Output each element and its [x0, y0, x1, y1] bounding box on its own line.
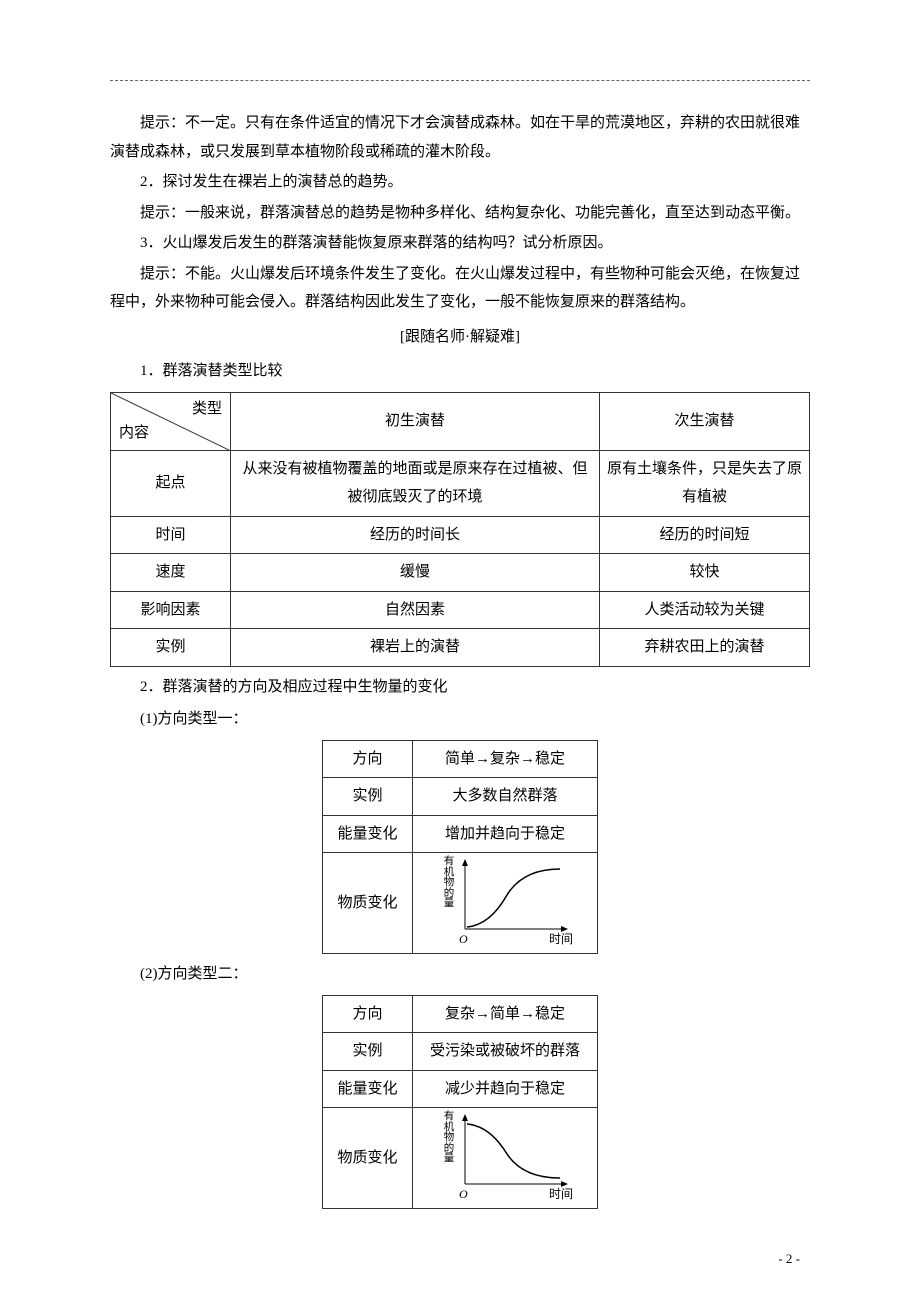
table-row: 物质变化 有机物的量 O 时间 [323, 853, 598, 954]
table-row: 起点 从来没有被植物覆盖的地面或是原来存在过植被、但被彻底毁灭了的环境 原有土壤… [111, 450, 810, 516]
cell-label: 实例 [323, 1033, 413, 1071]
cell: 人类活动较为关键 [600, 591, 810, 629]
cell-value: 受污染或被破坏的群落 [413, 1033, 598, 1071]
origin-label: O [459, 1183, 468, 1206]
table-row: 实例 受污染或被破坏的群落 [323, 1033, 598, 1071]
graph-cell-rise: 有机物的量 O 时间 [413, 853, 598, 954]
x-axis-label: 时间 [549, 928, 573, 951]
comparison-table: 类型 内容 初生演替 次生演替 起点 从来没有被植物覆盖的地面或是原来存在过植被… [110, 392, 810, 667]
paragraph-1: 提示：不一定。只有在条件适宜的情况下才会演替成森林。如在干旱的荒漠地区，弃耕的农… [110, 109, 810, 166]
cell-value: 复杂→简单→稳定 [413, 995, 598, 1033]
cell: 裸岩上的演替 [231, 629, 600, 667]
item-1-title: 1．群落演替类型比较 [110, 357, 810, 386]
cell: 原有土壤条件，只是失去了原有植被 [600, 450, 810, 516]
cell: 自然因素 [231, 591, 600, 629]
cell-label: 物质变化 [323, 1108, 413, 1209]
page-number: - 2 - [778, 1247, 800, 1272]
table-row: 能量变化 增加并趋向于稳定 [323, 815, 598, 853]
graph-cell-fall: 有机物的量 O 时间 [413, 1108, 598, 1209]
cell: 经历的时间长 [231, 516, 600, 554]
table-row: 方向 简单→复杂→稳定 [323, 740, 598, 778]
cell-label: 方向 [323, 740, 413, 778]
answer-3: 提示：不能。火山爆发后环境条件发生了变化。在火山爆发过程中，有些物种可能会灭绝，… [110, 260, 810, 317]
row-label: 影响因素 [111, 591, 231, 629]
cell: 从来没有被植物覆盖的地面或是原来存在过植被、但被彻底毁灭了的环境 [231, 450, 600, 516]
cell: 弃耕农田上的演替 [600, 629, 810, 667]
row-label: 实例 [111, 629, 231, 667]
cell-label: 能量变化 [323, 815, 413, 853]
item-2-title: 2．群落演替的方向及相应过程中生物量的变化 [110, 673, 810, 702]
direction-1-table: 方向 简单→复杂→稳定 实例 大多数自然群落 能量变化 增加并趋向于稳定 物质变… [322, 740, 598, 955]
cell-value: 大多数自然群落 [413, 778, 598, 816]
col-header-c: 次生演替 [600, 392, 810, 450]
diag-top-label: 类型 [192, 395, 222, 424]
cell-label: 实例 [323, 778, 413, 816]
cell-label: 物质变化 [323, 853, 413, 954]
cell-value: 增加并趋向于稳定 [413, 815, 598, 853]
top-divider [110, 80, 810, 81]
section-title: [跟随名师·解疑难] [110, 323, 810, 352]
table-row: 实例 大多数自然群落 [323, 778, 598, 816]
y-axis-label: 有机物的量 [443, 857, 455, 910]
cell: 缓慢 [231, 554, 600, 592]
row-label: 起点 [111, 450, 231, 516]
cell-label: 能量变化 [323, 1070, 413, 1108]
cell-label: 方向 [323, 995, 413, 1033]
cell-value: 减少并趋向于稳定 [413, 1070, 598, 1108]
cell-value: 简单→复杂→稳定 [413, 740, 598, 778]
direction-2-label: (2)方向类型二： [110, 960, 810, 989]
row-label: 时间 [111, 516, 231, 554]
question-2: 2．探讨发生在裸岩上的演替总的趋势。 [110, 168, 810, 197]
origin-label: O [459, 928, 468, 951]
y-axis-label: 有机物的量 [443, 1112, 455, 1165]
table-row: 速度 缓慢 较快 [111, 554, 810, 592]
col-header-b: 初生演替 [231, 392, 600, 450]
table-row: 能量变化 减少并趋向于稳定 [323, 1070, 598, 1108]
table-row: 方向 复杂→简单→稳定 [323, 995, 598, 1033]
direction-1-label: (1)方向类型一： [110, 705, 810, 734]
table-row: 影响因素 自然因素 人类活动较为关键 [111, 591, 810, 629]
table-row: 物质变化 有机物的量 O 时间 [323, 1108, 598, 1209]
diagonal-header-cell: 类型 内容 [111, 392, 231, 450]
cell: 较快 [600, 554, 810, 592]
direction-2-table: 方向 复杂→简单→稳定 实例 受污染或被破坏的群落 能量变化 减少并趋向于稳定 … [322, 995, 598, 1210]
table-row: 类型 内容 初生演替 次生演替 [111, 392, 810, 450]
x-axis-label: 时间 [549, 1183, 573, 1206]
question-3: 3．火山爆发后发生的群落演替能恢复原来群落的结构吗？试分析原因。 [110, 229, 810, 258]
answer-2: 提示：一般来说，群落演替总的趋势是物种多样化、结构复杂化、功能完善化，直至达到动… [110, 199, 810, 228]
cell: 经历的时间短 [600, 516, 810, 554]
table-row: 实例 裸岩上的演替 弃耕农田上的演替 [111, 629, 810, 667]
table-row: 时间 经历的时间长 经历的时间短 [111, 516, 810, 554]
diag-bot-label: 内容 [119, 419, 149, 448]
row-label: 速度 [111, 554, 231, 592]
